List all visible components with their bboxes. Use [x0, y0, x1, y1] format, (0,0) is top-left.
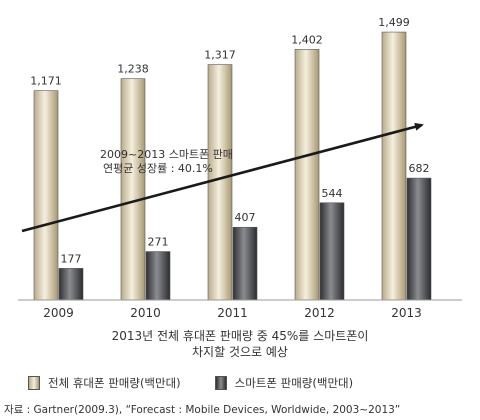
bar-total-2009 [33, 90, 59, 301]
bar-smartphone-2011 [232, 226, 258, 301]
growth-annotation-line1: 2009~2013 스마트폰 판매 [100, 148, 233, 161]
data-label-smartphone-2011: 407 [235, 211, 256, 224]
data-label-total-2009: 1,171 [30, 75, 62, 88]
data-label-smartphone-2013: 682 [409, 162, 430, 175]
source-note: 자료 : Gartner(2009.3), “Forecast : Mobile… [4, 404, 401, 416]
growth-annotation-line2: 연평균 성장률 : 40.1% [103, 162, 213, 175]
x-tick-label-2013: 2013 [391, 306, 422, 320]
bar-smartphone-2009 [58, 268, 84, 301]
bar-smartphone-2013 [406, 177, 432, 301]
data-label-total-2012: 1,402 [291, 33, 323, 46]
legend-label-total: 전체 휴대폰 판매량(백만대) [48, 376, 181, 390]
bar-total-2012 [294, 49, 320, 301]
bar-total-2011 [207, 64, 233, 301]
legend-item-total: 전체 휴대폰 판매량(백만대) [28, 375, 181, 391]
data-label-smartphone-2010: 271 [148, 236, 169, 249]
bar-smartphone-2010 [145, 251, 171, 301]
bar-smartphone-2012 [319, 202, 345, 301]
data-label-total-2013: 1,499 [378, 16, 410, 29]
x-tick-label-2009: 2009 [43, 306, 74, 320]
data-label-total-2011: 1,317 [204, 49, 236, 62]
data-label-smartphone-2009: 177 [61, 252, 82, 265]
chart-legend: 전체 휴대폰 판매량(백만대) 스마트폰 판매량(백만대) [28, 375, 387, 391]
x-tick-label-2011: 2011 [217, 306, 248, 320]
growth-trend-arrow [21, 122, 424, 233]
data-label-total-2010: 1,238 [117, 63, 149, 76]
legend-item-smartphone: 스마트폰 판매량(백만대) [214, 375, 354, 391]
x-tick-label-2010: 2010 [130, 306, 161, 320]
forecast-note-line2: 차지할 것으로 예상 [192, 345, 288, 359]
legend-label-smartphone: 스마트폰 판매량(백만대) [234, 376, 354, 390]
x-tick-label-2012: 2012 [304, 306, 335, 320]
bar-total-2013 [381, 31, 407, 301]
bar-chart: 1,171 177 2009 1,238 271 2010 1,317 407 2011 1,40… [18, 16, 462, 359]
forecast-note-line1: 2013년 전체 휴대폰 판매량 중 45%를 스마트폰이 [112, 329, 369, 343]
legend-swatch-smartphone [214, 376, 227, 390]
data-label-smartphone-2012: 544 [322, 187, 343, 200]
bar-total-2010 [120, 78, 146, 301]
legend-swatch-total [28, 376, 40, 390]
